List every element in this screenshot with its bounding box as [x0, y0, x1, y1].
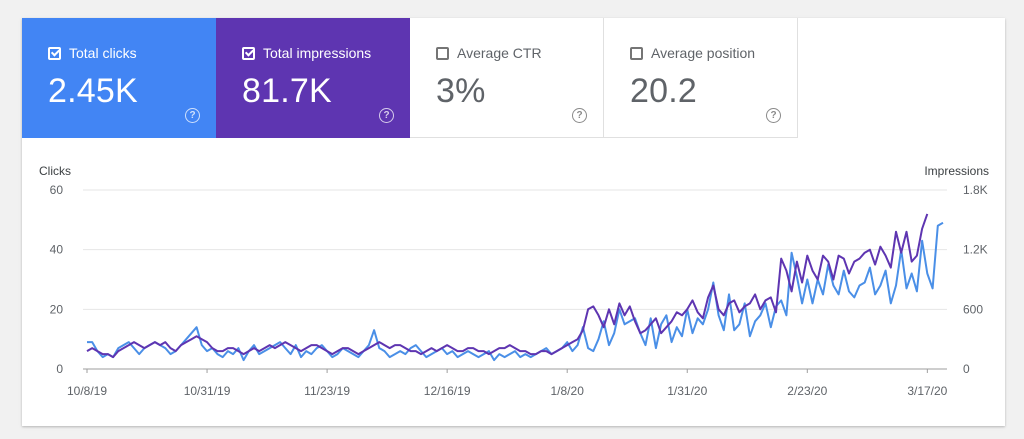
- checkbox-icon[interactable]: [630, 46, 643, 60]
- metric-tabs: Total clicks 2.45K ? Total impressions 8…: [22, 18, 798, 138]
- y-tick-label: 0: [56, 362, 63, 376]
- y-tick-label: 20: [50, 302, 64, 316]
- y-tick-label: 60: [50, 183, 64, 197]
- help-icon[interactable]: ?: [766, 108, 781, 123]
- help-icon[interactable]: ?: [379, 108, 394, 123]
- metric-label: Average position: [651, 45, 756, 61]
- y2-tick-label: 1.8K: [963, 183, 988, 197]
- metric-header: Average position: [630, 45, 755, 61]
- help-icon[interactable]: ?: [185, 108, 200, 123]
- checkbox-icon[interactable]: [436, 46, 449, 60]
- x-tick-label: 1/8/20: [551, 384, 585, 398]
- checkbox-icon[interactable]: [48, 46, 61, 60]
- x-tick-label: 12/16/19: [424, 384, 471, 398]
- metric-average-position[interactable]: Average position 20.2 ?: [604, 18, 798, 138]
- metric-label: Total impressions: [263, 45, 372, 61]
- x-tick-label: 10/31/19: [184, 384, 231, 398]
- y2-axis-title: Impressions: [924, 164, 989, 178]
- help-icon[interactable]: ?: [572, 108, 587, 123]
- metric-value: 20.2: [630, 72, 697, 110]
- performance-card: Total clicks 2.45K ? Total impressions 8…: [22, 18, 1005, 426]
- metric-total-impressions[interactable]: Total impressions 81.7K ?: [216, 18, 410, 138]
- metric-header: Total impressions: [242, 45, 371, 61]
- metric-value: 3%: [436, 72, 486, 110]
- metric-label: Average CTR: [457, 45, 542, 61]
- y2-tick-label: 1.2K: [963, 243, 988, 257]
- y2-tick-label: 600: [963, 302, 983, 316]
- x-tick-label: 3/17/20: [907, 384, 947, 398]
- metric-header: Average CTR: [436, 45, 542, 61]
- y-tick-label: 40: [50, 243, 64, 257]
- checkbox-icon[interactable]: [242, 46, 255, 60]
- metric-value: 2.45K: [48, 72, 138, 110]
- metric-value: 81.7K: [242, 72, 332, 110]
- x-tick-label: 10/8/19: [67, 384, 107, 398]
- x-tick-label: 11/23/19: [304, 384, 350, 398]
- series-line-total-impressions: [86, 213, 929, 359]
- performance-chart: 0 0 20 600 40 1.2K 60 1.8K Clicks Impressions 10/8…: [39, 164, 989, 398]
- x-tick-label: 1/31/20: [667, 384, 707, 398]
- y2-tick-label: 0: [963, 362, 970, 376]
- metric-header: Total clicks: [48, 45, 137, 61]
- metric-average-ctr[interactable]: Average CTR 3% ?: [410, 18, 604, 138]
- series-line-total-clicks: [87, 221, 944, 362]
- y-axis-title: Clicks: [39, 164, 71, 178]
- metric-label: Total clicks: [69, 45, 137, 61]
- x-tick-label: 2/23/20: [787, 384, 827, 398]
- metric-total-clicks[interactable]: Total clicks 2.45K ?: [22, 18, 216, 138]
